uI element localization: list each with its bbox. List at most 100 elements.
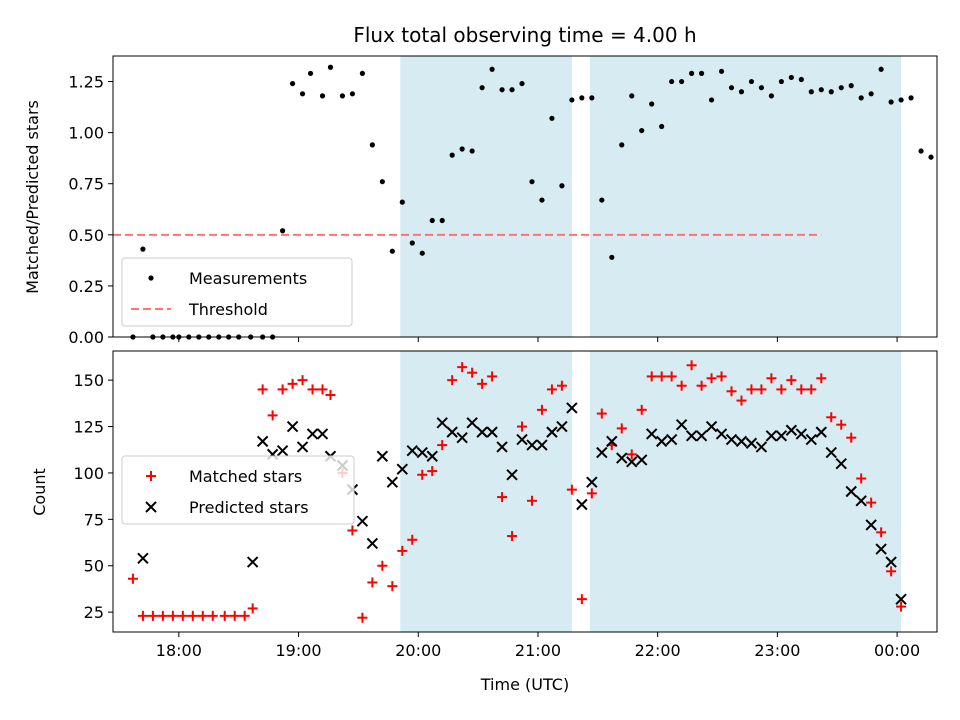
- predicted-point-29: [516, 433, 528, 446]
- top-y-tick-label-1: 0.00: [68, 328, 104, 347]
- top-legend-box: [121, 257, 353, 327]
- measurement-point-24: [359, 70, 365, 76]
- x-tick-label-0000: 00:00: [874, 641, 920, 660]
- measurement-point-28: [399, 199, 405, 205]
- matched-point-11: [229, 610, 240, 621]
- predicted-point-25: [476, 426, 488, 438]
- matched-point-12: [239, 610, 250, 621]
- matched-point-65: [766, 373, 777, 384]
- matched-point-21: [325, 389, 336, 400]
- predicted-point-14: [366, 537, 379, 550]
- matched-point-4: [157, 610, 168, 621]
- measurement-point-33: [449, 152, 455, 158]
- matched-point-24: [357, 612, 368, 623]
- matched-point-10: [219, 610, 230, 621]
- measurement-point-39: [509, 87, 515, 93]
- measurement-point-56: [679, 78, 685, 85]
- matched-point-59: [706, 373, 717, 384]
- matched-point-20: [317, 384, 328, 395]
- measurement-point-62: [738, 89, 745, 95]
- predicted-point-39: [616, 452, 628, 464]
- matched-point-37: [487, 371, 498, 382]
- predicted-point-63: [855, 495, 867, 507]
- predicted-point-50: [725, 433, 738, 446]
- matched-point-67: [786, 375, 797, 386]
- matched-point-25: [367, 577, 378, 588]
- measurement-point-16: [279, 228, 286, 234]
- legend-item-threshold-label: Threshold: [188, 300, 268, 319]
- predicted-point-16: [386, 476, 399, 488]
- predicted-point-9: [316, 428, 329, 440]
- top-shaded-band-1: [400, 56, 572, 337]
- matched-point-32: [437, 440, 448, 451]
- panel-top: 0.00 0.25 0.50 0.75 1.00 1.25 Measurements Thre…: [68, 55, 938, 347]
- matched-point-8: [197, 610, 208, 621]
- matched-point-2: [137, 610, 148, 621]
- top-y-tick-label-4: 0.75: [68, 175, 104, 194]
- matched-point-13: [247, 603, 258, 614]
- matched-point-6: [177, 610, 188, 621]
- bottom-y-axis-label: Count: [30, 468, 49, 516]
- predicted-point-48: [705, 420, 718, 433]
- x-tick-label-2000: 20:00: [395, 641, 441, 660]
- x-tick-label-2300: 23:00: [754, 641, 800, 660]
- matched-point-16: [277, 384, 288, 395]
- measurement-point-42: [539, 197, 545, 203]
- measurement-point-48: [599, 197, 605, 203]
- measurement-point-46: [579, 95, 585, 101]
- predicted-point-30: [526, 439, 538, 451]
- matched-point-3: [147, 610, 158, 621]
- predicted-point-54: [765, 430, 778, 442]
- predicted-point-53: [755, 441, 768, 453]
- predicted-point-38: [606, 435, 618, 448]
- measurement-point-37: [489, 66, 495, 72]
- predicted-point-49: [715, 428, 728, 440]
- matched-point-27: [387, 581, 398, 592]
- predicted-point-7: [296, 441, 309, 453]
- predicted-point-62: [845, 485, 857, 498]
- predicted-point-60: [825, 446, 837, 459]
- measurement-point-25: [369, 142, 375, 148]
- bottom-y-tick-label-6: 150: [73, 371, 104, 390]
- measurement-point-29: [409, 240, 415, 246]
- legend-item-threshold: Threshold: [131, 300, 268, 319]
- measurement-point-31: [429, 217, 435, 224]
- matched-point-73: [846, 432, 857, 443]
- predicted-point-20: [426, 450, 438, 462]
- measurement-point-51: [629, 93, 635, 99]
- measurement-point-59: [708, 97, 715, 103]
- measurement-point-55: [669, 78, 675, 85]
- predicted-point-28: [506, 469, 518, 481]
- matched-point-36: [477, 378, 488, 389]
- matched-point-40: [517, 421, 528, 432]
- bottom-shaded-band-2: [589, 351, 902, 632]
- predicted-point-19: [416, 446, 428, 459]
- predicted-point-36: [586, 476, 598, 488]
- matched-point-9: [207, 610, 218, 621]
- matched-point-48: [596, 408, 607, 419]
- measurement-point-58: [698, 70, 705, 76]
- measurement-point-27: [389, 248, 395, 254]
- measurement-point-69: [808, 89, 814, 95]
- measurement-point-63: [748, 78, 755, 85]
- predicted-point-1: [137, 552, 149, 565]
- matched-point-31: [427, 466, 438, 477]
- matched-point-60: [716, 371, 727, 382]
- predicted-point-65: [875, 543, 887, 555]
- bottom-y-tick-label-1: 25: [84, 603, 104, 622]
- matched-point-46: [576, 594, 587, 605]
- predicted-point-24: [466, 417, 478, 429]
- chart-title: Flux total observing time = 4.00 h: [353, 23, 696, 47]
- matched-point-53: [646, 371, 657, 382]
- top-legend: Measurements Threshold: [121, 257, 353, 327]
- predicted-point-26: [486, 426, 498, 438]
- top-y-tick-label-3: 0.50: [68, 226, 104, 245]
- predicted-point-61: [835, 457, 847, 470]
- matched-point-50: [616, 423, 627, 434]
- matched-point-43: [546, 384, 557, 395]
- matched-point-58: [696, 380, 707, 391]
- matched-point-19: [307, 384, 318, 395]
- matched-point-30: [417, 469, 428, 480]
- bottom-legend: Matched stars Predicted stars: [121, 455, 355, 525]
- x-tick-label-1900: 19:00: [275, 641, 321, 660]
